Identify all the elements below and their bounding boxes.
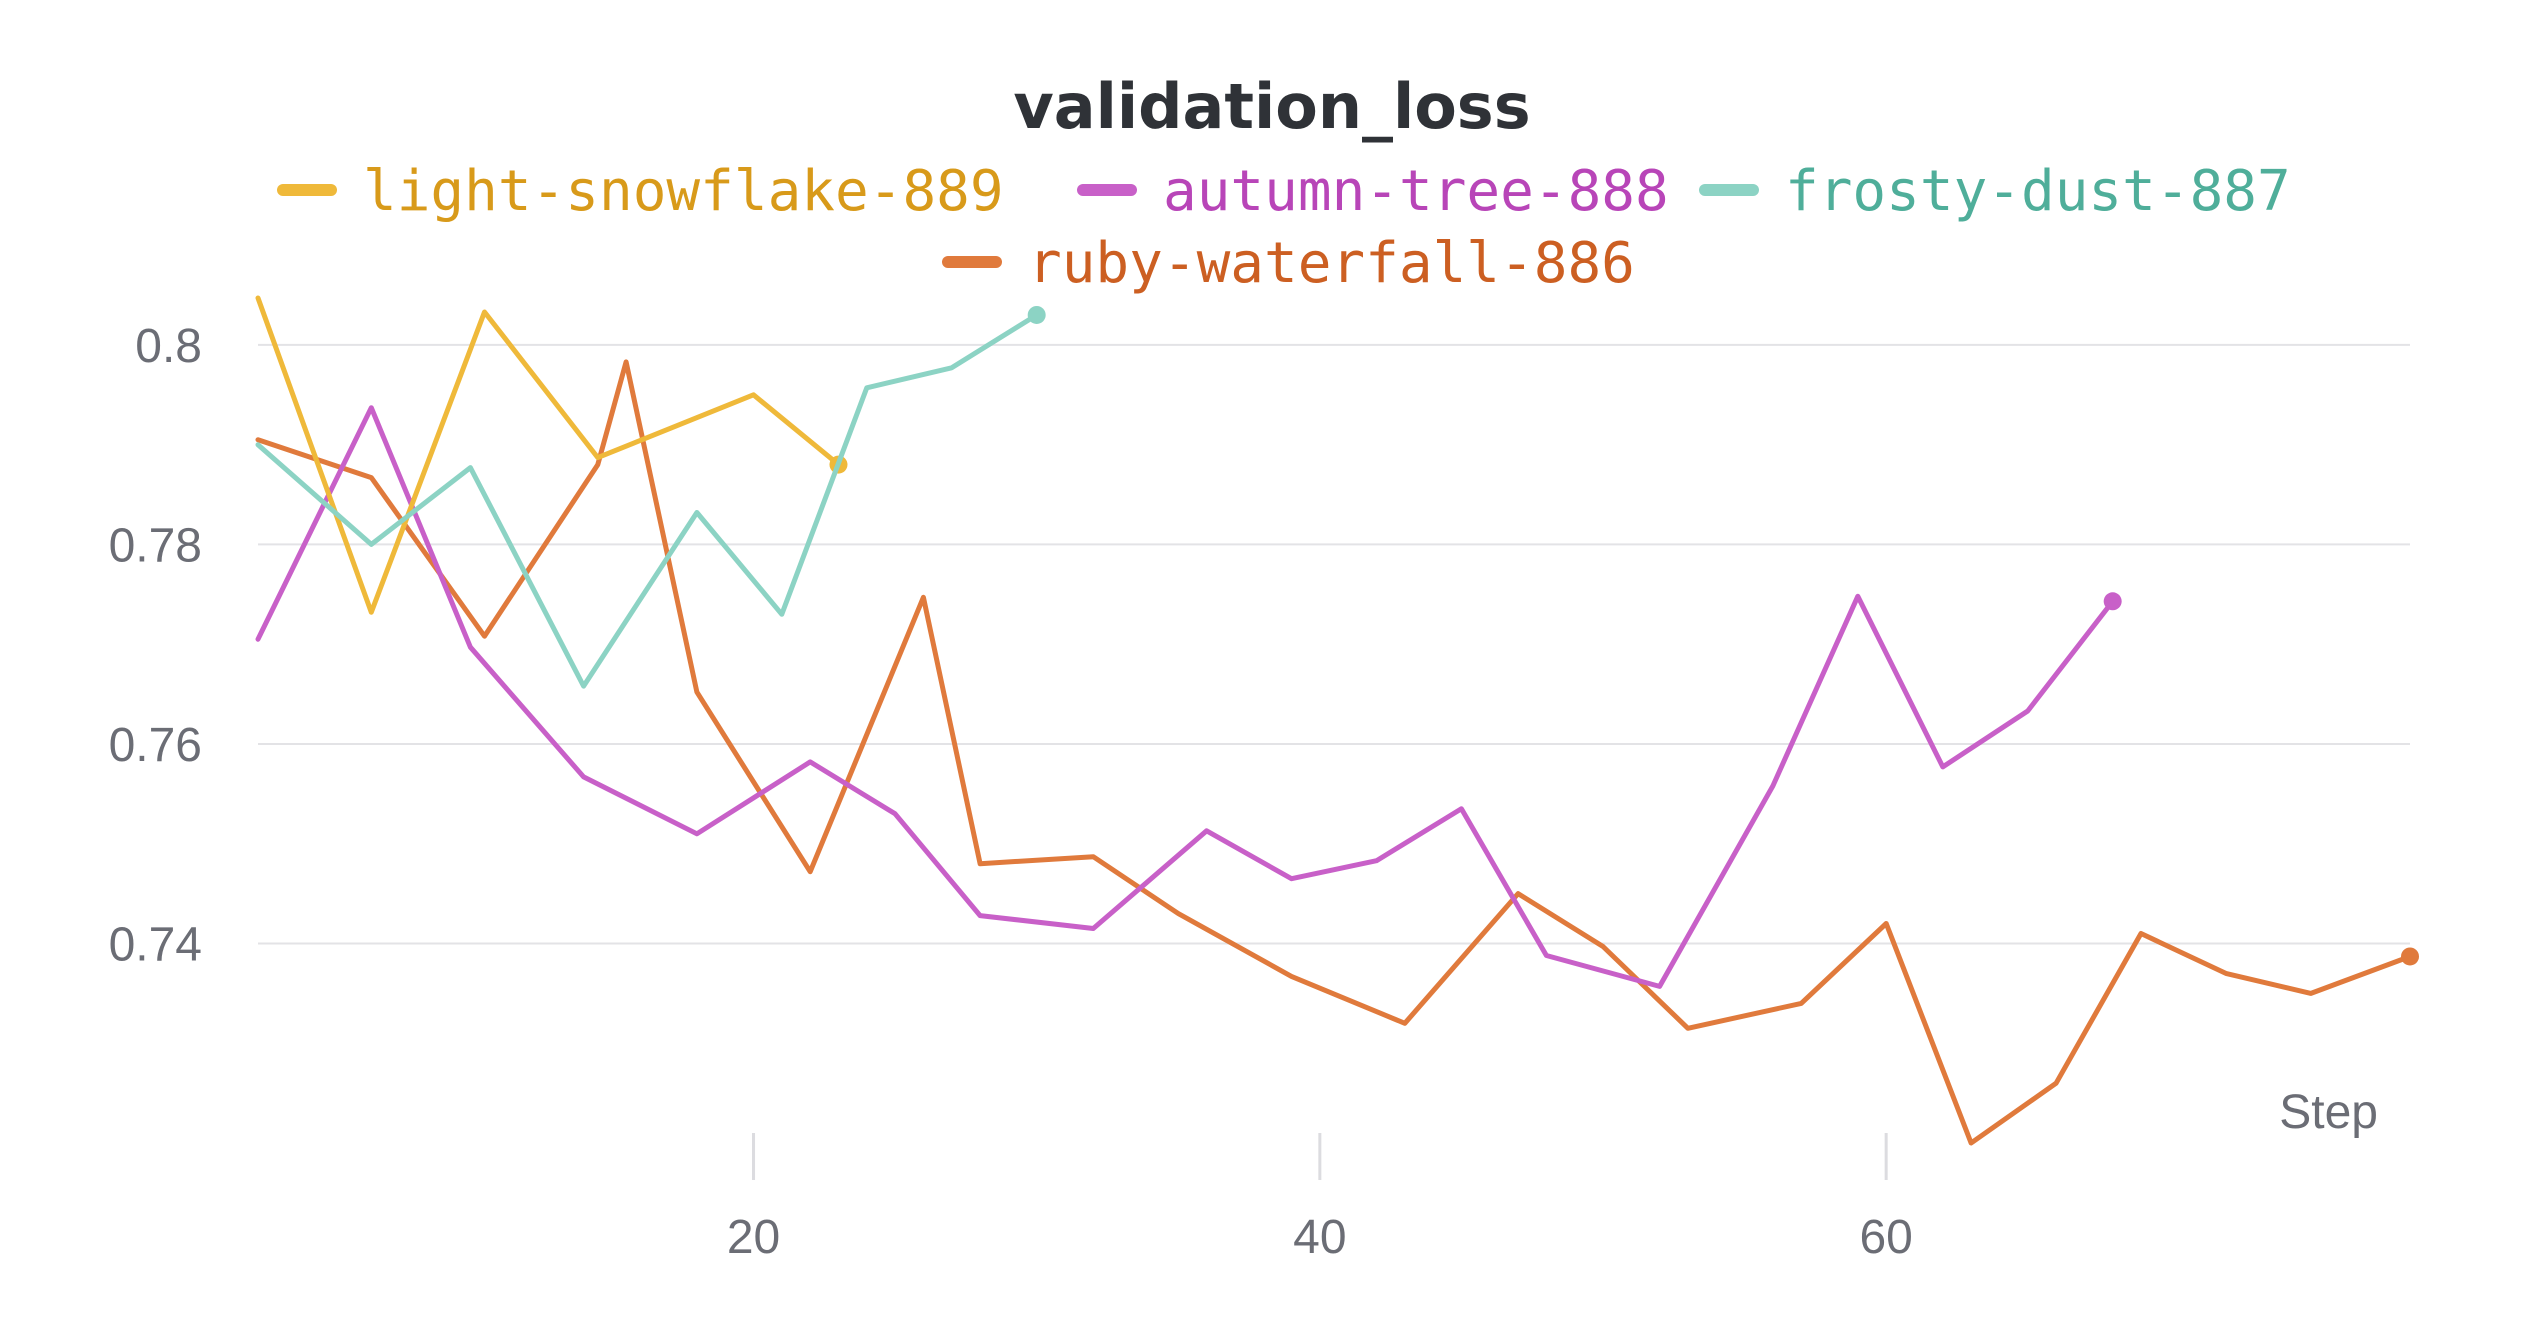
y-tick-label: 0.8 (135, 320, 202, 373)
x-tick-label: 20 (727, 1211, 780, 1264)
y-tick-label: 0.74 (109, 919, 202, 972)
legend-label: ruby-waterfall-886 (1028, 231, 1635, 296)
x-axis: 20 40 60 (727, 1133, 1913, 1264)
legend-label: frosty-dust-887 (1785, 159, 2291, 224)
chart-title: validation_loss (1013, 70, 1530, 143)
legend: light-snowflake-889 autumn-tree-888 frosty… (277, 159, 2291, 296)
series-group (255, 295, 2419, 1146)
y-tick-label: 0.76 (109, 719, 202, 772)
series-endpoint (2103, 592, 2122, 611)
series-line (255, 295, 841, 615)
x-tick-label: 60 (1859, 1211, 1912, 1264)
y-axis: 0.74 0.76 0.78 0.8 (109, 320, 202, 972)
series-line (255, 312, 1040, 689)
grid (258, 343, 2410, 945)
series-endpoint (1027, 305, 1046, 324)
series-line (255, 405, 2116, 989)
legend-label: light-snowflake-889 (363, 159, 1004, 224)
series-endpoint (2401, 947, 2419, 966)
x-tick-label: 40 (1293, 1211, 1346, 1264)
x-axis-label: Step (2279, 1086, 2378, 1139)
legend-label: autumn-tree-888 (1163, 159, 1669, 224)
series-line (255, 359, 2413, 1146)
y-tick-label: 0.78 (109, 519, 202, 572)
